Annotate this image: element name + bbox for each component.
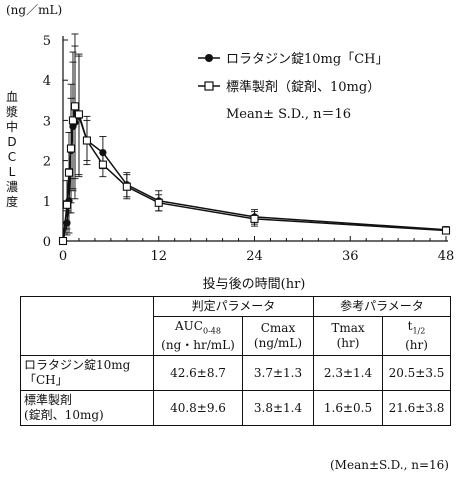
cell-reference-tmax: 1.6±0.5 [313,390,383,427]
data-point [70,102,80,111]
group-header-reference: 参考パラメータ [313,296,451,317]
data-point [62,200,72,209]
y-tick-label: 0 [43,235,51,250]
data-point [82,136,91,145]
y-tick-label: 3 [43,114,51,129]
table-row: 標準製剤 (錠剤、10mg) 40.8±9.6 3.8±1.4 1.6±0.5 … [20,390,451,427]
cell-reference-auc: 40.8±9.6 [153,390,243,427]
data-point [68,116,78,125]
cell-test-thalf: 20.5±3.5 [382,355,451,392]
chart-series-layer [58,33,451,246]
column-header-thalf-main: t [407,319,413,333]
pk-parameter-table: 判定パラメータ 参考パラメータ AUC0-48 (ng・hr/mL) Cmax … [20,295,451,427]
legend-note: Mean± S.D., n＝16 [226,107,351,122]
data-point [74,110,84,119]
group-header-judgement: 判定パラメータ [153,296,314,317]
column-header-auc-main: AUC [175,319,203,333]
y-axis-label-char: 中 [5,120,18,134]
table-row: ロラタジン錠10mg 「CH」 42.6±8.7 3.7±1.3 2.3±1.4… [20,355,451,392]
x-axis-label: 投与後の時間(hr) [203,276,306,292]
y-axis-label-char: D [7,135,17,149]
column-header-auc: AUC0-48 (ng・hr/mL) [153,315,243,357]
column-header-cmax: Cmax (ng/mL) [242,315,314,357]
data-point [441,226,451,235]
chart-legend: ロラタジン錠10mg「CH」 標準製剤（錠剤、10mg） Mean± S.D.,… [198,52,388,122]
y-units-label: (ng／mL) [6,3,62,17]
column-header-thalf-sub: 1/2 [412,326,426,336]
column-header-auc-sub: 0-48 [202,326,221,336]
y-axis-label-char: 度 [5,195,18,209]
x-tick-label: 36 [342,249,359,264]
legend-marker-open-square [204,81,214,91]
legend-label-2: 標準製剤（錠剤、10mg） [226,79,380,95]
cell-reference-thalf: 21.6±3.8 [382,390,451,427]
column-header-thalf-unit: (hr) [405,338,428,353]
y-axis-label-char: 漿 [5,105,18,119]
y-tick-label: 5 [43,34,51,49]
x-tick-label: 12 [150,249,167,264]
column-header-auc-unit: (ng・hr/mL) [161,338,235,353]
table-group-header-row: 判定パラメータ 参考パラメータ [20,295,451,357]
column-header-thalf: t1/2 (hr) [382,315,451,357]
legend-label-1: ロラタジン錠10mg「CH」 [226,52,388,67]
y-axis-label-char: 血 [5,90,18,104]
data-point [154,198,163,207]
cell-test-tmax: 2.3±1.4 [313,355,383,392]
x-tick-label: 24 [246,249,263,264]
row-label-test: ロラタジン錠10mg 「CH」 [20,355,154,392]
x-tick-label: 0 [59,249,67,264]
column-header-tmax-unit: (hr) [336,336,360,351]
cell-test-auc: 42.6±8.7 [153,355,243,392]
legend-marker-filled-circle [205,54,213,62]
data-point [58,236,68,246]
y-tick-label: 2 [43,155,51,170]
row-label-reference-line2: (錠剤、10mg) [24,408,104,423]
y-tick-label: 1 [43,195,51,210]
column-header-tmax-main: Tmax [331,321,365,336]
data-point [250,214,259,223]
data-point [98,160,107,169]
cell-test-cmax: 3.7±1.3 [242,355,314,392]
cell-reference-cmax: 3.8±1.4 [242,390,314,427]
data-point [66,144,76,153]
y-axis-label-char: L [8,165,16,179]
table-footnote: (Mean±S.D., n=16) [330,458,449,472]
column-header-cmax-main: Cmax [260,321,296,336]
row-label-reference-line1: 標準製剤 [24,393,73,408]
y-tick-label: 4 [43,74,51,89]
data-point [122,182,131,191]
table-corner-cell [20,295,154,357]
x-tick-label: 48 [438,249,455,264]
y-axis-label-char: 濃 [5,180,18,194]
row-label-test-line2: 「CH」 [24,373,68,388]
row-label-reference: 標準製剤 (錠剤、10mg) [20,390,154,427]
column-header-cmax-unit: (ng/mL) [253,336,303,351]
y-axis-label-char: C [7,150,17,164]
row-label-test-line1: ロラタジン錠10mg [24,358,131,373]
table-column-header-row: AUC0-48 (ng・hr/mL) Cmax (ng/mL) Tmax (hr… [21,315,451,357]
column-header-tmax: Tmax (hr) [313,315,383,357]
data-point [64,168,74,177]
series-2 [58,33,451,246]
